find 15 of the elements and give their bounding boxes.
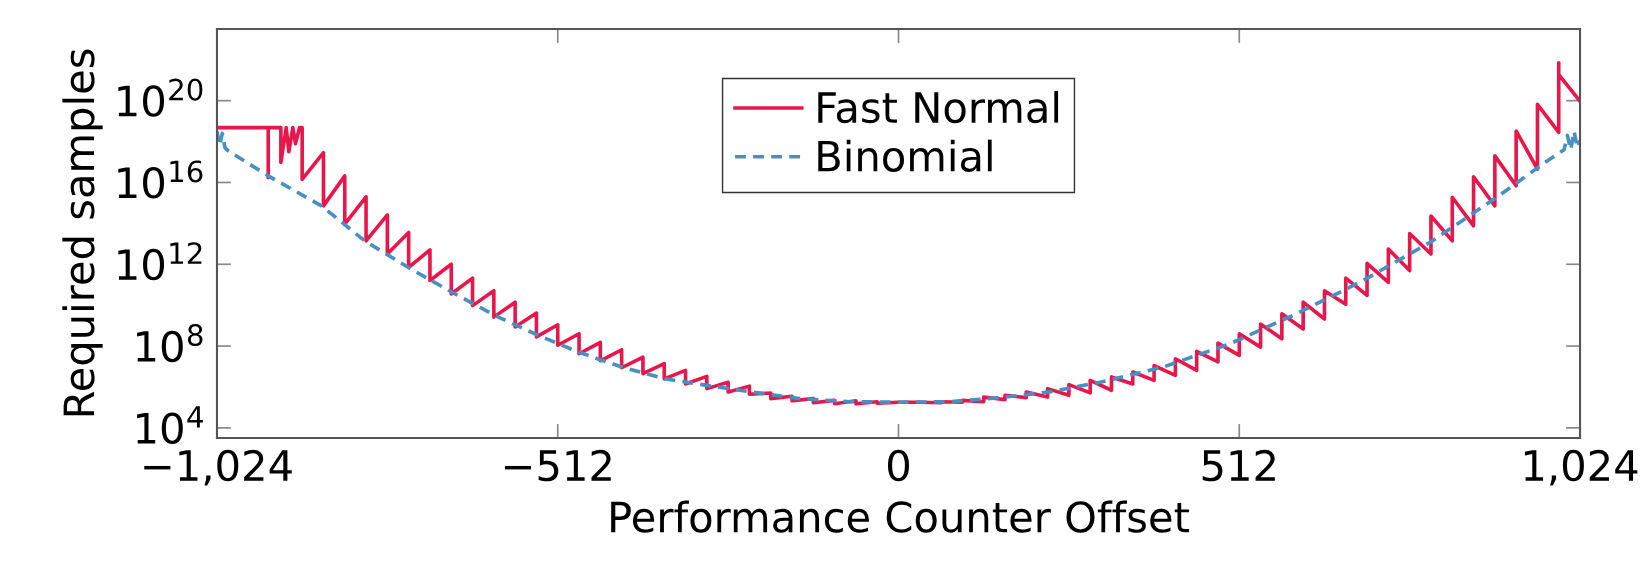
y-tick-label: 10$^{8}$	[137, 323, 203, 363]
x-tick-label: 1,024	[1524, 449, 1638, 486]
x-tick-label: 512	[1202, 449, 1275, 482]
legend-label: Binomial	[818, 139, 992, 172]
x-tick-label: −1,024	[144, 449, 292, 486]
y-tick-label: 10$^{4}$	[137, 406, 203, 444]
y-tick-label: 10$^{12}$	[118, 242, 202, 281]
y-axis-title: Required samples	[62, 49, 103, 416]
legend-label: Fast Normal	[818, 90, 1059, 124]
line-series	[216, 129, 1581, 404]
x-tick-label: −512	[504, 449, 611, 482]
x-axis-title: Performance Counter Offset	[611, 500, 1189, 533]
x-tick-label: 0	[888, 449, 909, 482]
y-tick-label: 10$^{16}$	[118, 160, 203, 199]
y-tick-label: 10$^{20}$	[118, 78, 203, 117]
